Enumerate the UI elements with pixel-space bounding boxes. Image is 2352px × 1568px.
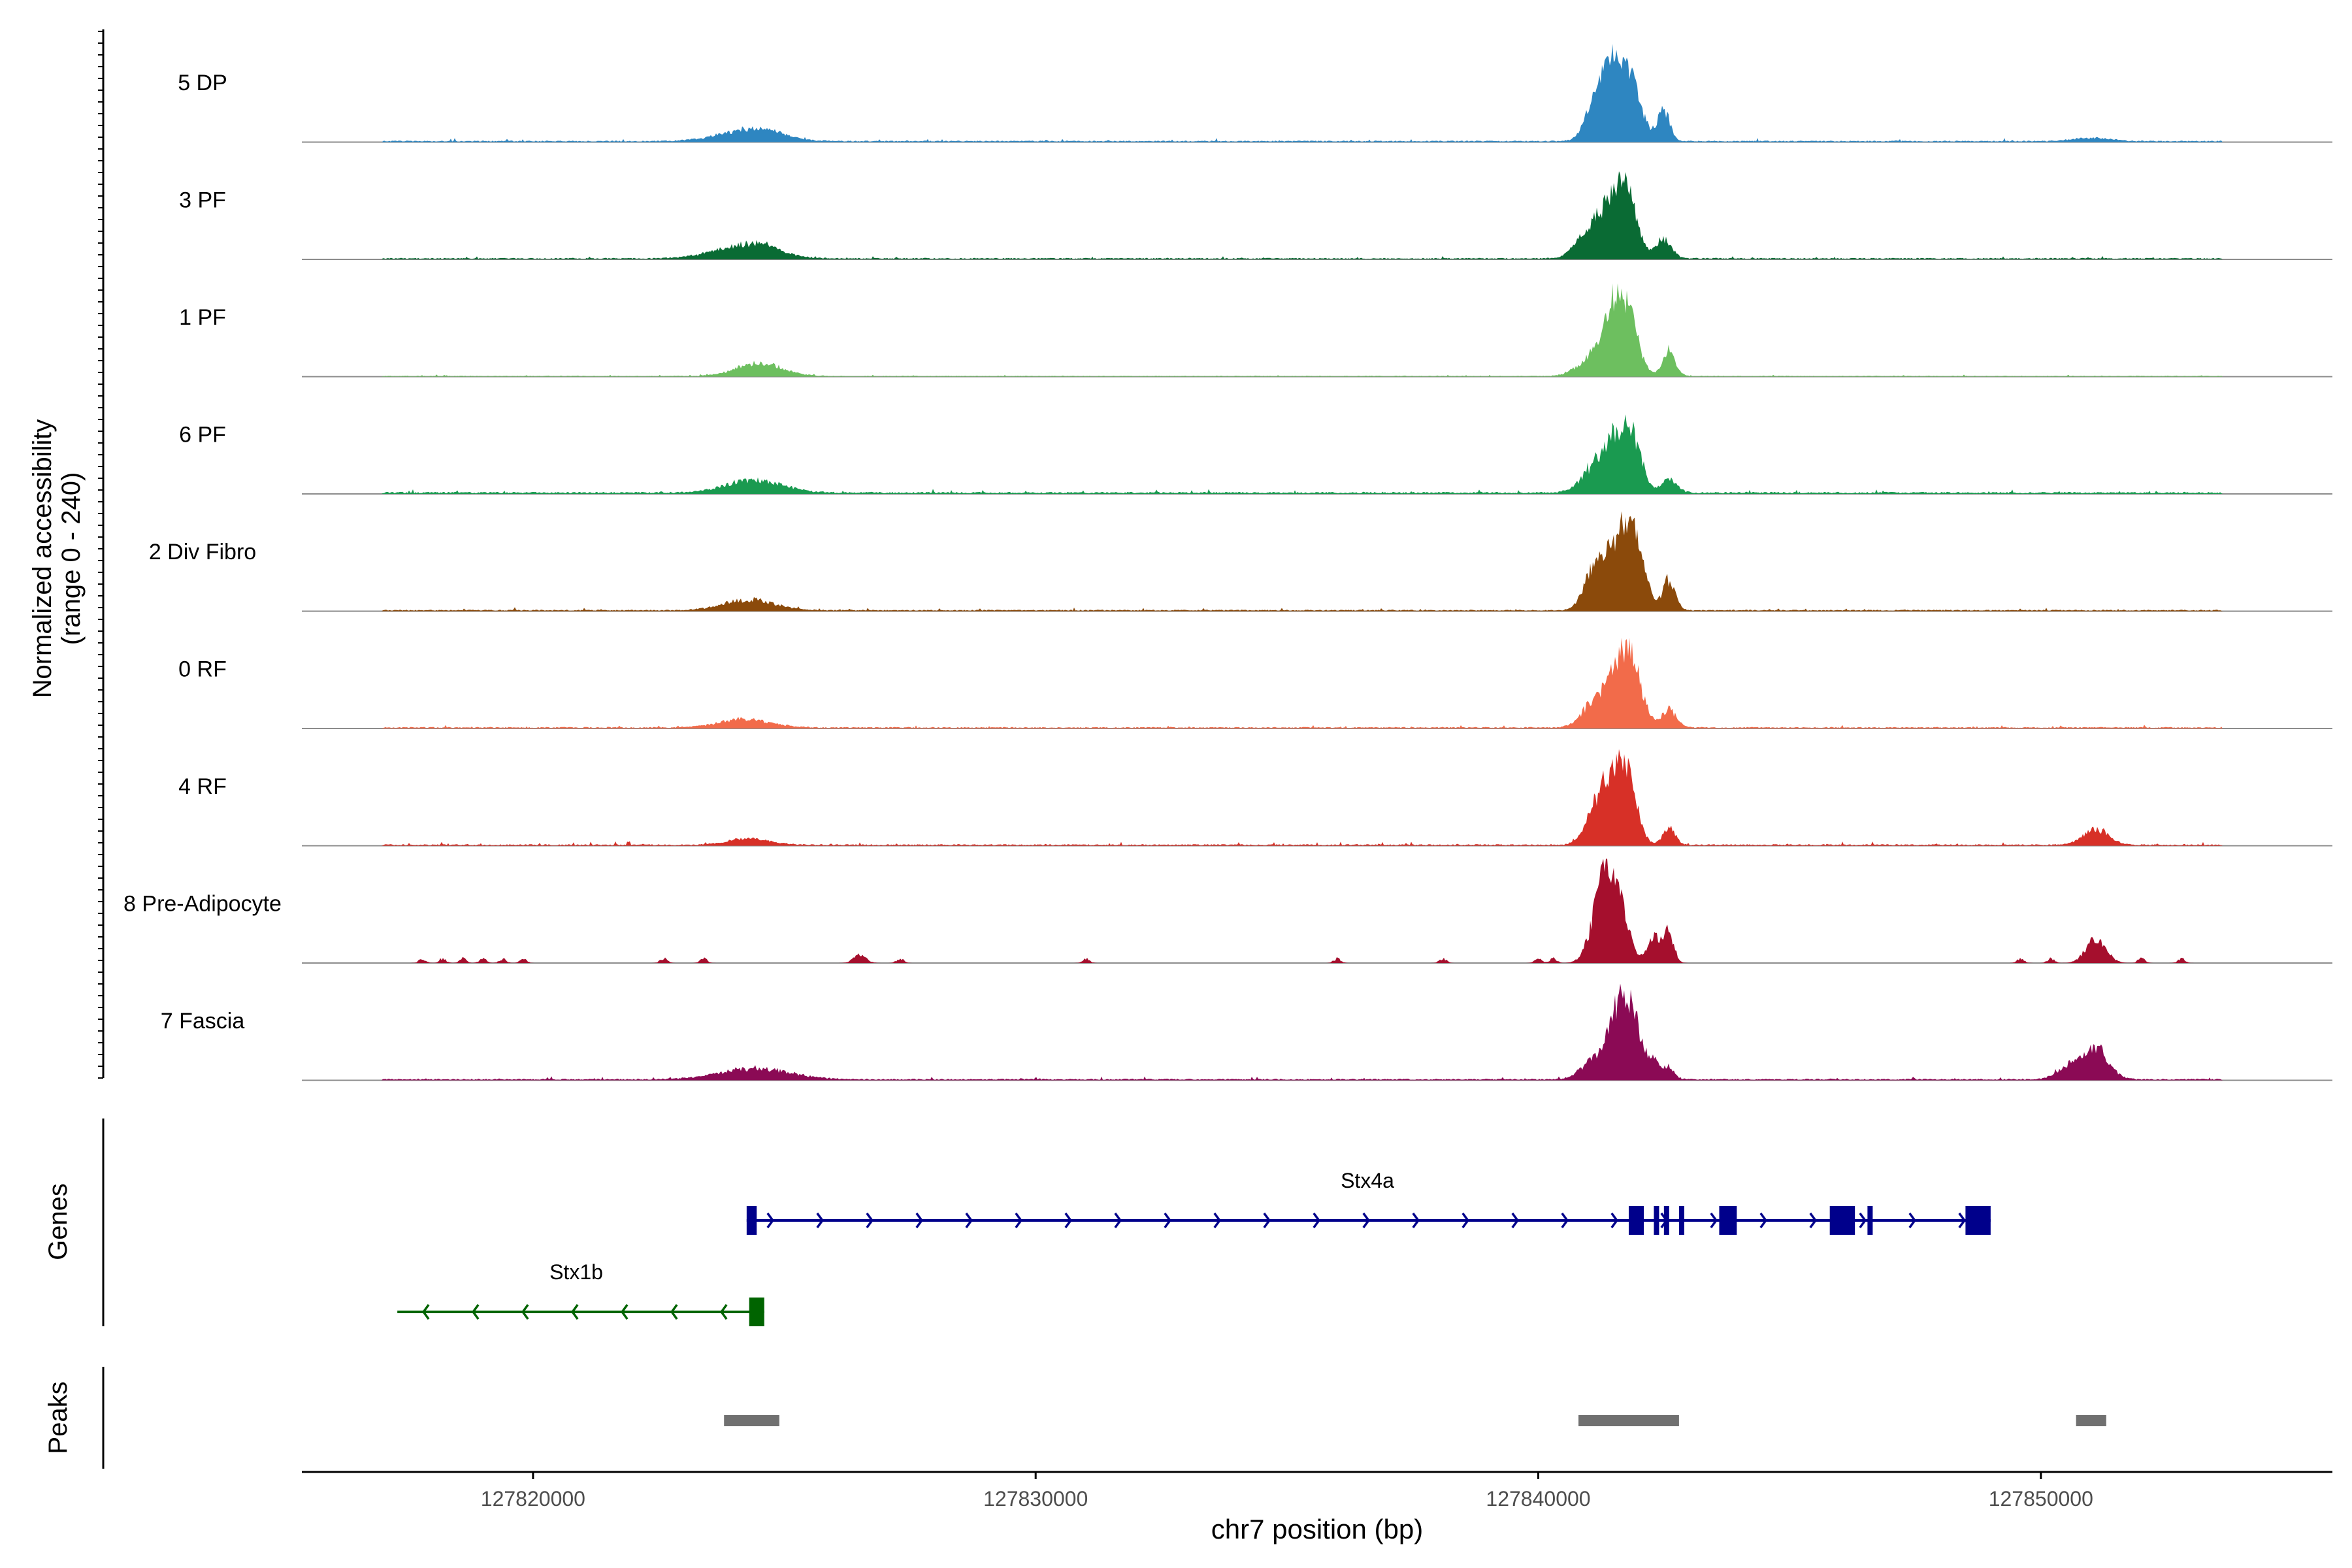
track-4-rf: 4 RF [178, 749, 2332, 847]
track-label: 8 Pre-Adipocyte [123, 892, 282, 917]
strand-arrow [1809, 1212, 1818, 1229]
strand-arrow [1213, 1212, 1222, 1229]
track-6-pf: 6 PF [179, 414, 2332, 495]
strand-arrow [1164, 1212, 1172, 1229]
x-axis-label: chr7 position (bp) [1211, 1514, 1424, 1544]
track-label: 1 PF [179, 305, 226, 330]
strand-arrow [1412, 1212, 1420, 1229]
x-tick-label: 127840000 [1486, 1487, 1590, 1511]
coverage-area [302, 44, 2332, 142]
y-axis [98, 29, 105, 1079]
track-label: 4 RF [178, 774, 227, 799]
strand-arrow [1015, 1212, 1023, 1229]
strand-arrow [1362, 1212, 1371, 1229]
y-axis-range-label: (range 0 - 240) [57, 472, 86, 645]
strand-arrow [1114, 1212, 1122, 1229]
coverage-tracks: 5 DP 3 PF 1 PF 6 PF 2 Div Fibro 0 RF 4 RF 8 Pre… [123, 44, 2332, 1081]
track-label: 7 Fascia [161, 1009, 245, 1034]
exon [746, 1206, 757, 1235]
track-label: 6 PF [179, 423, 226, 448]
strand-arrow [915, 1212, 924, 1229]
strand-arrow [1610, 1212, 1619, 1229]
x-tick-label: 127830000 [983, 1487, 1088, 1511]
exon [1867, 1206, 1873, 1235]
track-label: 0 RF [178, 657, 227, 682]
strand-arrow [1462, 1212, 1470, 1229]
genes-track-label: Genes [44, 1183, 73, 1260]
track-8-pre-adipocyte: 8 Pre-Adipocyte [123, 858, 2332, 964]
strand-arrow [1064, 1212, 1073, 1229]
strand-arrow [1263, 1212, 1271, 1229]
strand-arrow [1908, 1212, 1917, 1229]
strand-arrow [1313, 1212, 1321, 1229]
coverage-area [302, 511, 2332, 612]
coverage-area [302, 171, 2332, 259]
coverage-area [302, 414, 2332, 494]
peak-region [724, 1415, 779, 1426]
peak-region [1578, 1415, 1679, 1426]
strand-arrow [621, 1303, 629, 1320]
strand-arrow [1511, 1212, 1520, 1229]
track-0-rf: 0 RF [178, 638, 2332, 729]
track-label: 5 DP [178, 71, 227, 95]
strand-arrow [472, 1303, 480, 1320]
track-3-pf: 3 PF [179, 171, 2332, 260]
track-label: 2 Div Fibro [149, 540, 256, 564]
strand-arrow [1561, 1212, 1569, 1229]
track-5-dp: 5 DP [178, 44, 2332, 143]
strand-arrow [670, 1303, 678, 1320]
strand-arrow [1759, 1212, 1768, 1229]
strand-arrow [720, 1303, 728, 1320]
exon [1719, 1206, 1737, 1235]
strand-arrow [571, 1303, 579, 1320]
exon [1678, 1206, 1684, 1235]
coverage-area [302, 858, 2332, 963]
x-tick-label: 127820000 [481, 1487, 585, 1511]
track-label: 3 PF [179, 188, 226, 213]
gene-name-label: Stx1b [549, 1260, 603, 1284]
strand-arrow [422, 1303, 430, 1320]
coverage-area [302, 749, 2332, 846]
strand-arrow [1710, 1212, 1718, 1229]
y-axis-label: Normalized accessibility [28, 419, 57, 698]
coverage-area [302, 983, 2332, 1081]
exon [1663, 1206, 1669, 1235]
gene-annotation-track: Stx4a Stx1b [397, 1169, 1991, 1326]
strand-arrow [1958, 1212, 1967, 1229]
coverage-area [302, 638, 2332, 728]
track-1-pf: 1 PF [179, 283, 2332, 378]
strand-arrow [965, 1212, 973, 1229]
gene-name-label: Stx4a [1341, 1169, 1394, 1192]
peaks-track-label: Peaks [44, 1381, 73, 1454]
exon [1829, 1206, 1855, 1235]
track-2-div-fibro: 2 Div Fibro [149, 511, 2332, 612]
peaks-track [724, 1415, 2106, 1426]
strand-arrow [1859, 1212, 1867, 1229]
exon [1654, 1206, 1659, 1235]
exon [749, 1298, 764, 1326]
peak-region [2076, 1415, 2106, 1426]
x-axis: 127820000 127830000 127840000 127850000 [302, 1471, 2332, 1511]
strand-arrow [766, 1212, 775, 1229]
strand-arrow [866, 1212, 874, 1229]
gene-stx4a: Stx4a [746, 1169, 1991, 1235]
x-tick-label: 127850000 [1989, 1487, 2093, 1511]
track-7-fascia: 7 Fascia [161, 983, 2332, 1081]
exon [1965, 1206, 1991, 1235]
coverage-area [302, 283, 2332, 377]
strand-arrow [816, 1212, 825, 1229]
gene-stx1b: Stx1b [397, 1260, 764, 1326]
strand-arrow [521, 1303, 529, 1320]
exon [1628, 1206, 1644, 1235]
